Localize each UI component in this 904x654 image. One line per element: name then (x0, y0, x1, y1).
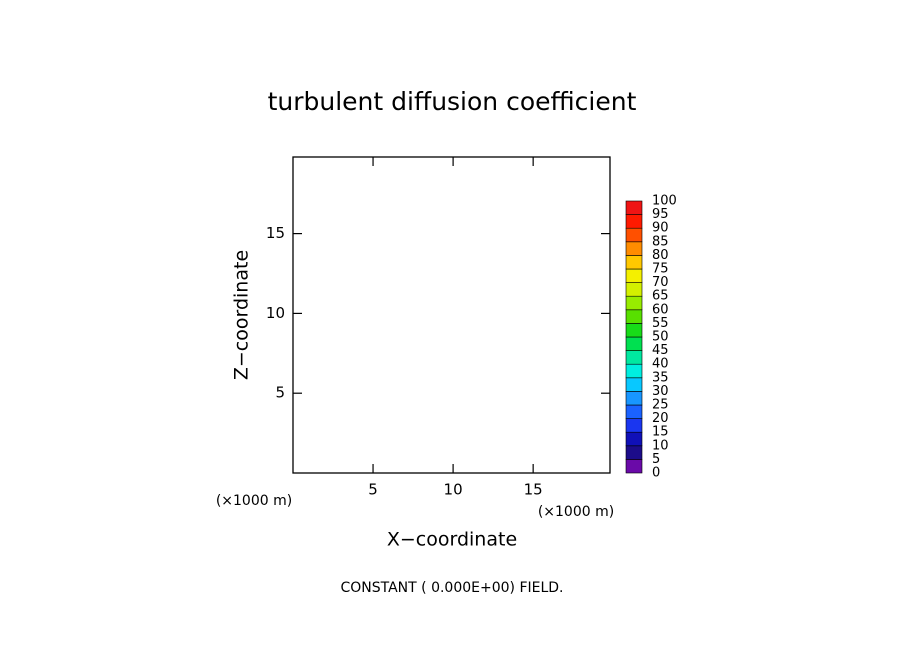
colorbar-label: 95 (652, 207, 669, 222)
colorbar-band (625, 241, 643, 256)
colorbar-band (625, 445, 643, 460)
colorbar-band (625, 309, 643, 324)
y-tick-label: 5 (275, 384, 285, 402)
colorbar-band (625, 336, 643, 351)
colorbar-band (625, 323, 643, 338)
y-unit-label: (×1000 m) (216, 493, 292, 509)
colorbar-label: 45 (652, 343, 669, 358)
x-unit-label: (×1000 m) (538, 504, 614, 520)
colorbar-label: 5 (652, 452, 660, 467)
colorbar-band (625, 418, 643, 433)
colorbar-band (625, 227, 643, 243)
y-tick-label: 15 (266, 224, 285, 242)
y-tick-label: 10 (266, 304, 285, 322)
colorbar-label: 60 (652, 302, 669, 317)
colorbar-label: 90 (652, 221, 669, 236)
colorbar-label: 35 (652, 370, 669, 385)
colorbar-label: 100 (652, 194, 677, 209)
colorbar-band (625, 459, 643, 474)
x-axis-label: X−coordinate (387, 529, 517, 551)
colorbar-band (625, 214, 643, 229)
annotation: CONSTANT ( 0.000E+00) FIELD. (340, 580, 563, 596)
colorbar-label: 25 (652, 398, 669, 413)
colorbar-band (625, 282, 643, 297)
colorbar-label: 50 (652, 330, 669, 345)
x-tick-label: 10 (444, 481, 463, 499)
x-tick-label: 5 (368, 481, 378, 499)
x-tick-label: 15 (524, 481, 543, 499)
y-axis-label: Z−coordinate (231, 250, 253, 380)
colorbar-label: 75 (652, 262, 669, 277)
colorbar-band (625, 431, 643, 447)
colorbar-band (625, 350, 643, 365)
colorbar-label: 80 (652, 248, 669, 263)
colorbar-label: 15 (652, 425, 669, 440)
colorbar-label: 0 (652, 466, 660, 481)
plot-frame (292, 156, 611, 474)
chart-title: turbulent diffusion coefficient (268, 87, 637, 116)
colorbar-band (625, 295, 643, 311)
colorbar-band (625, 363, 643, 379)
colorbar-label: 55 (652, 316, 669, 331)
colorbar-band (625, 255, 643, 270)
colorbar-label: 20 (652, 411, 669, 426)
colorbar-band (625, 391, 643, 406)
colorbar-label: 65 (652, 289, 669, 304)
colorbar-band (625, 268, 643, 283)
colorbar-label: 10 (652, 438, 669, 453)
colorbar-label: 85 (652, 234, 669, 249)
colorbar-label: 30 (652, 384, 669, 399)
colorbar-label: 40 (652, 357, 669, 372)
colorbar-band (625, 404, 643, 419)
colorbar-label: 70 (652, 275, 669, 290)
colorbar-band (625, 200, 643, 215)
colorbar-band (625, 377, 643, 392)
